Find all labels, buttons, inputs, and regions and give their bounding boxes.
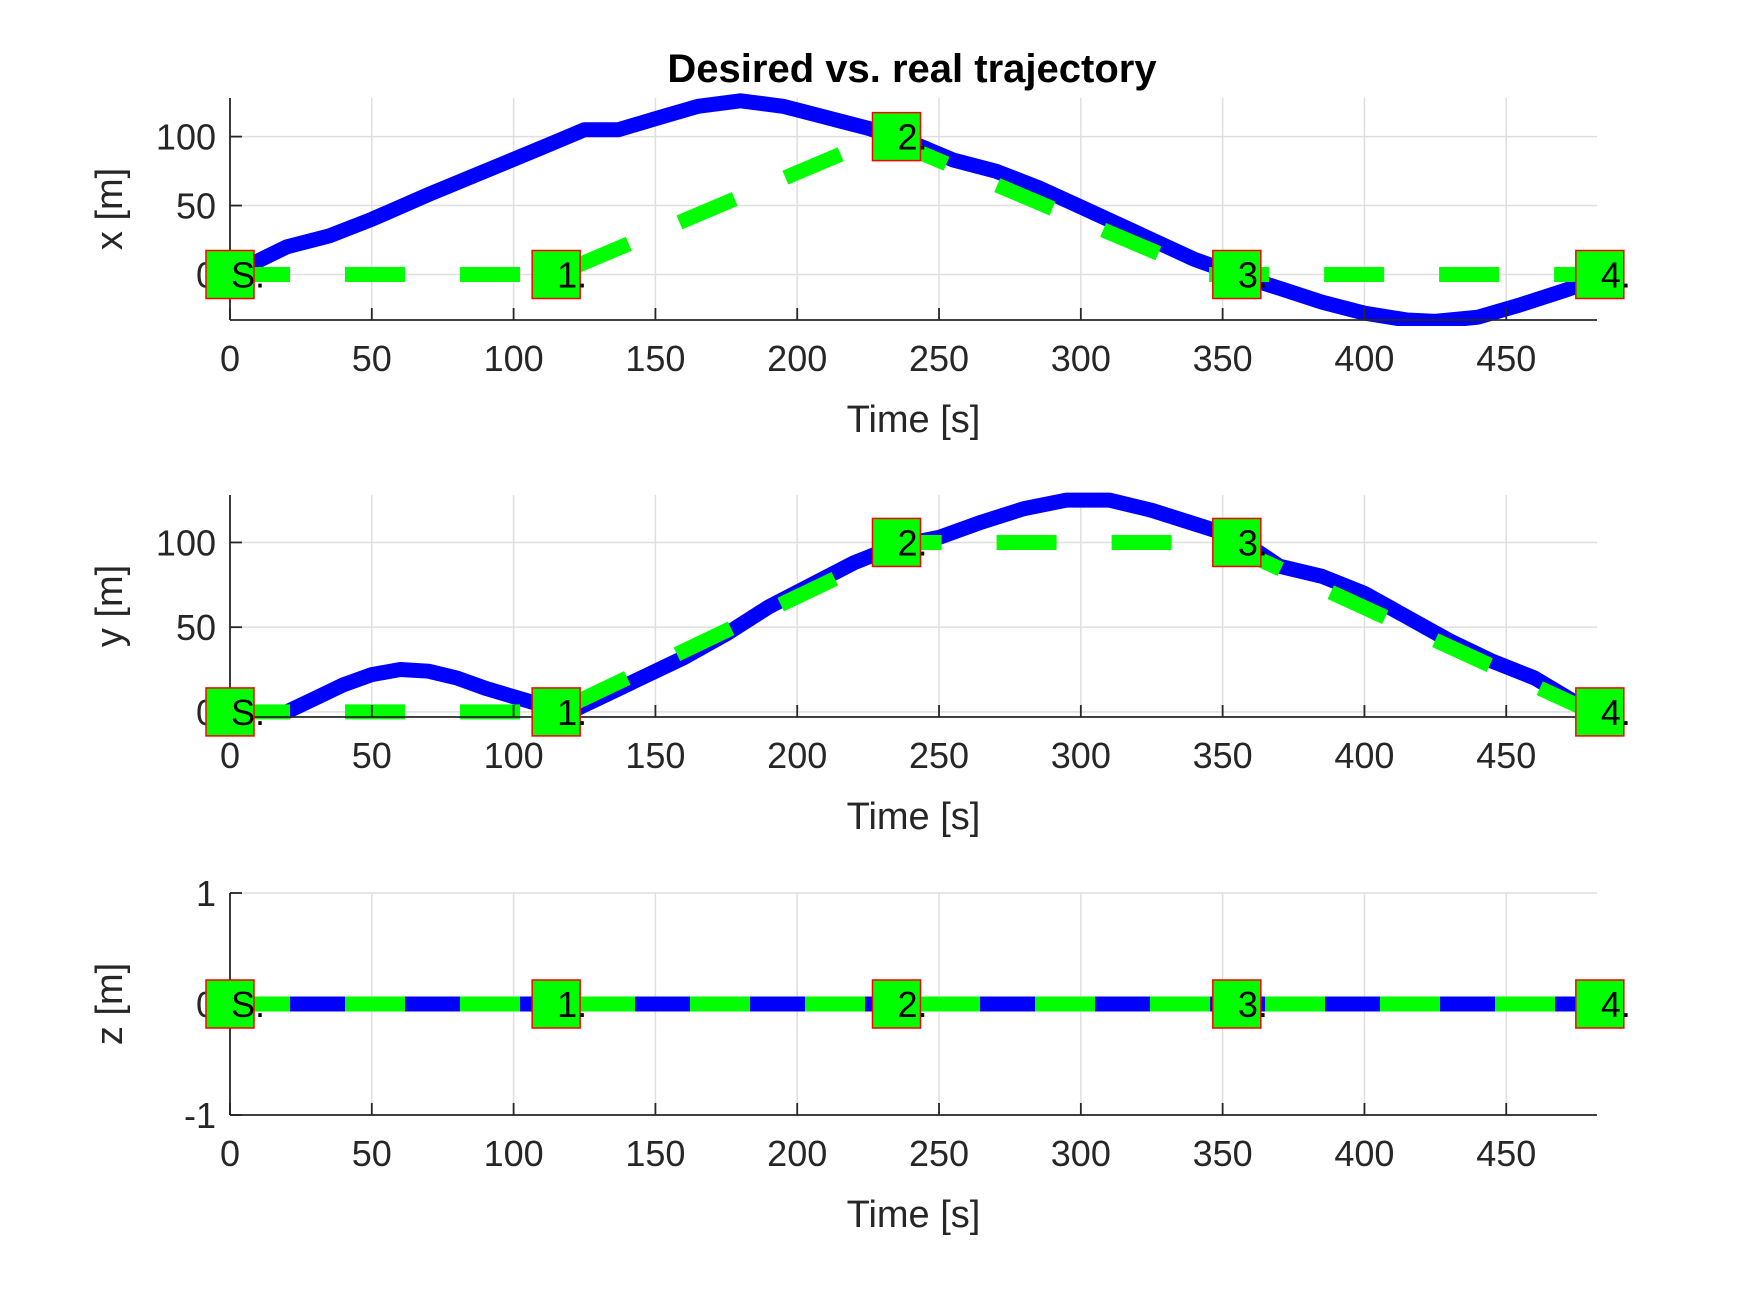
- x-x-tick-label: 50: [352, 338, 392, 379]
- x-x-tick-label: 350: [1193, 338, 1253, 379]
- x-x-tick-label: 250: [909, 338, 969, 379]
- y-waypoint-marker: [205, 687, 255, 737]
- z-y-axis-label: z [m]: [89, 963, 131, 1045]
- x-x-tick-label: 100: [484, 338, 544, 379]
- y-waypoint-marker: [871, 517, 922, 568]
- z-x-tick-label: 150: [625, 1133, 685, 1174]
- z-x-tick-label: 200: [767, 1133, 827, 1174]
- z-waypoint-marker: [871, 979, 922, 1029]
- z-waypoint-label: 3.: [1238, 984, 1268, 1025]
- y-x-tick-label: 450: [1476, 735, 1536, 776]
- z-x-tick-label: 50: [352, 1133, 392, 1174]
- z-y-tick-label: 1: [196, 873, 216, 914]
- y-x-tick-label: 0: [220, 735, 240, 776]
- x-waypoint-label: 1.: [557, 254, 587, 295]
- z-waypoint-marker: [205, 979, 255, 1029]
- x-y-axis-label: x [m]: [89, 168, 131, 250]
- z-waypoint-label: 2.: [897, 984, 927, 1025]
- y-waypoint-label: 3.: [1238, 522, 1268, 563]
- y-x-tick-label: 200: [767, 735, 827, 776]
- x-x-tick-label: 150: [625, 338, 685, 379]
- z-x-tick-label: 400: [1334, 1133, 1394, 1174]
- x-x-axis-label: Time [s]: [847, 399, 981, 441]
- x-waypoint-marker: [1575, 249, 1625, 300]
- chart-title: Desired vs. real trajectory: [667, 47, 1157, 91]
- z-x-axis-label: Time [s]: [847, 1194, 981, 1236]
- z-waypoint-marker: [1212, 979, 1262, 1029]
- x-x-tick-label: 0: [220, 338, 240, 379]
- z-waypoint-label: 4.: [1601, 984, 1631, 1025]
- y-waypoint-label: 1.: [557, 692, 587, 733]
- y-x-tick-label: 400: [1334, 735, 1394, 776]
- y-x-tick-label: 100: [484, 735, 544, 776]
- x-x-tick-label: 450: [1476, 338, 1536, 379]
- y-waypoint-marker: [531, 687, 581, 737]
- z-y-tick-label: -1: [184, 1095, 216, 1136]
- y-x-tick-label: 350: [1193, 735, 1253, 776]
- x-waypoint-label: S.: [231, 254, 265, 295]
- y-x-tick-label: 150: [625, 735, 685, 776]
- z-x-tick-label: 100: [484, 1133, 544, 1174]
- y-x-tick-label: 250: [909, 735, 969, 776]
- y-waypoint-marker: [1575, 687, 1625, 737]
- z-x-tick-label: 350: [1193, 1133, 1253, 1174]
- y-position-subplot: 050100150200250300350400450050100Time [s…: [89, 492, 1631, 838]
- z-waypoint-label: 1.: [557, 984, 587, 1025]
- y-waypoint-label: S.: [231, 692, 265, 733]
- x-waypoint-marker: [871, 111, 922, 162]
- x-y-tick-label: 100: [156, 117, 216, 158]
- y-y-axis-label: y [m]: [89, 565, 131, 647]
- x-y-tick-label: 50: [176, 186, 216, 227]
- z-waypoint-marker: [531, 979, 581, 1029]
- x-waypoint-label: 3.: [1238, 254, 1268, 295]
- x-waypoint-label: 4.: [1601, 254, 1631, 295]
- y-waypoint-label: 2.: [897, 522, 927, 563]
- z-x-tick-label: 250: [909, 1133, 969, 1174]
- y-waypoint-marker: [1212, 517, 1262, 568]
- y-x-tick-label: 50: [352, 735, 392, 776]
- z-x-tick-label: 0: [220, 1133, 240, 1174]
- x-waypoint-marker: [531, 249, 581, 300]
- z-waypoint-marker: [1575, 979, 1625, 1029]
- x-waypoint-marker: [1212, 249, 1262, 300]
- x-waypoint-label: 2.: [897, 117, 927, 158]
- x-waypoint-marker: [205, 249, 255, 300]
- z-waypoint-label: S.: [231, 984, 265, 1025]
- y-waypoint-label: 4.: [1601, 692, 1631, 733]
- y-x-axis-label: Time [s]: [847, 796, 981, 838]
- y-real-trajectory-line: [279, 492, 1599, 720]
- z-x-tick-label: 300: [1051, 1133, 1111, 1174]
- y-y-tick-label: 100: [156, 522, 216, 563]
- x-x-tick-label: 200: [767, 338, 827, 379]
- x-desired-trajectory-line: [230, 129, 1592, 282]
- y-y-tick-label: 50: [176, 607, 216, 648]
- x-x-tick-label: 300: [1051, 338, 1111, 379]
- z-x-tick-label: 450: [1476, 1133, 1536, 1174]
- x-x-tick-label: 400: [1334, 338, 1394, 379]
- y-x-tick-label: 300: [1051, 735, 1111, 776]
- x-position-subplot: 050100150200250300350400450050100Time [s…: [89, 93, 1631, 441]
